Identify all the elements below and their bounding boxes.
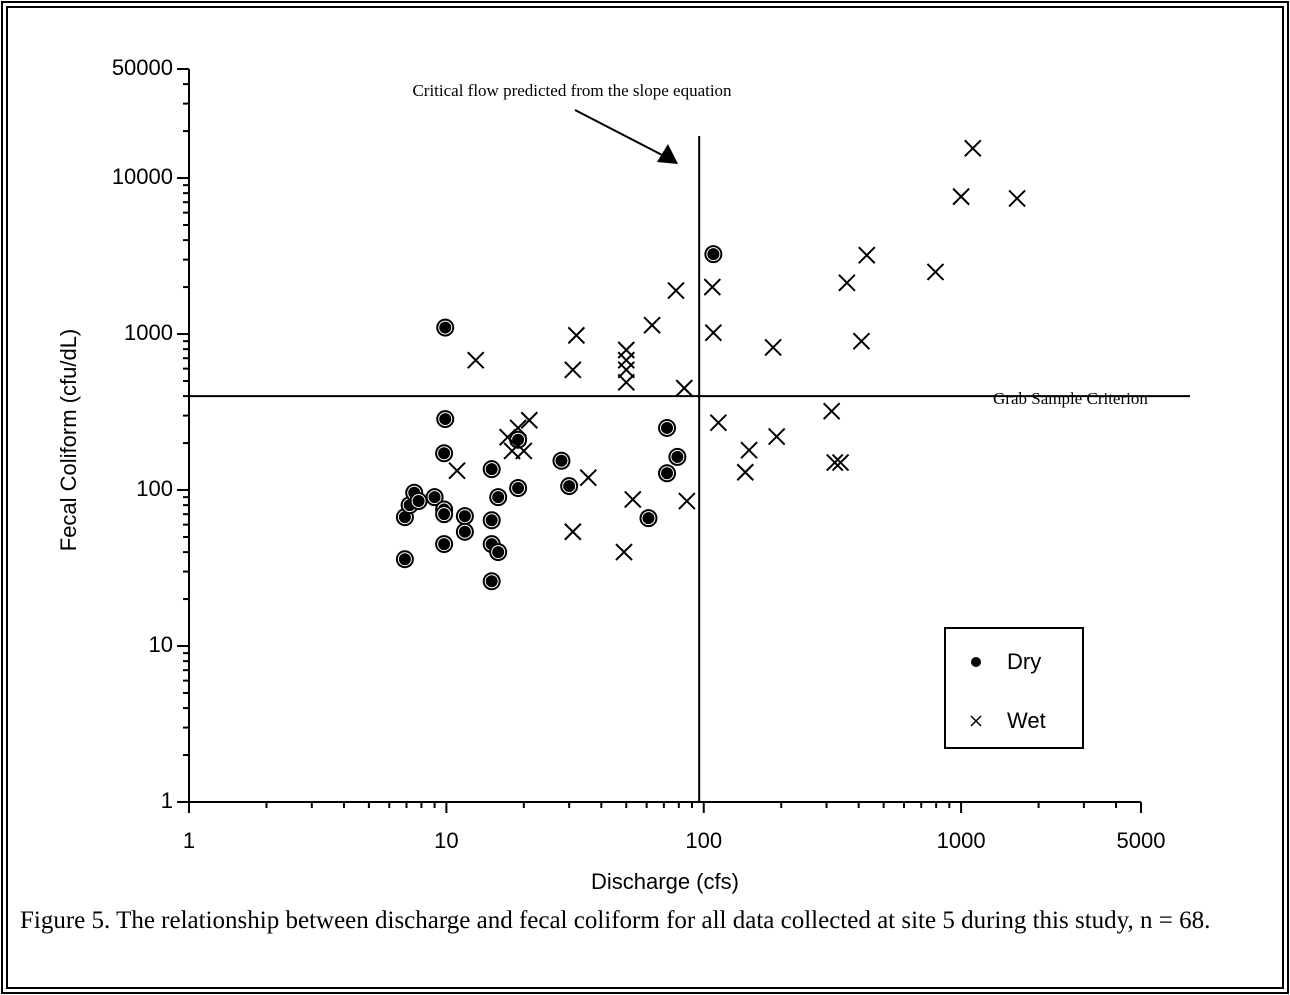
marker-highlight xyxy=(706,247,721,262)
y-tick-label: 50000 xyxy=(112,55,173,80)
y-tick-label: 100 xyxy=(136,476,173,501)
point xyxy=(466,351,485,369)
point xyxy=(952,187,970,206)
arrow-head xyxy=(657,144,678,164)
point xyxy=(448,461,466,480)
point xyxy=(838,274,856,292)
marker-highlight xyxy=(484,574,499,589)
legend-marker xyxy=(971,657,981,667)
point xyxy=(643,316,661,334)
point xyxy=(709,414,728,432)
point xyxy=(617,373,635,392)
marker-highlight xyxy=(437,537,452,552)
caption: Figure 5. The relationship between disch… xyxy=(20,907,1211,934)
point xyxy=(509,419,527,437)
point xyxy=(678,492,696,510)
point xyxy=(822,402,841,420)
y-tick-label: 10000 xyxy=(112,164,173,189)
x-tick-label: 1000 xyxy=(937,828,986,853)
point xyxy=(617,361,635,379)
marker-highlight xyxy=(484,462,499,477)
point xyxy=(704,323,723,342)
point xyxy=(858,246,876,264)
y-tick-label: 10 xyxy=(149,632,173,657)
point xyxy=(617,351,635,369)
marker-highlight xyxy=(437,446,452,461)
marker-highlight xyxy=(670,449,685,464)
point xyxy=(520,411,539,429)
arrow-shaft xyxy=(574,109,667,158)
x-tick-label: 100 xyxy=(685,828,722,853)
marker-highlight xyxy=(491,545,506,560)
marker-highlight xyxy=(438,412,453,427)
point xyxy=(826,453,844,472)
point xyxy=(564,523,582,541)
marker-highlight xyxy=(641,511,656,526)
point xyxy=(703,278,722,296)
marker-highlight xyxy=(397,552,412,567)
point xyxy=(852,332,871,350)
point xyxy=(567,326,586,345)
marker-highlight xyxy=(438,320,453,335)
marker-highlight xyxy=(660,420,675,435)
point xyxy=(515,442,533,460)
point xyxy=(736,463,754,481)
marker-highlight xyxy=(427,490,442,505)
x-axis-label: Discharge (cfs) xyxy=(591,869,739,894)
point xyxy=(1008,189,1026,208)
point xyxy=(667,281,685,300)
marker-highlight xyxy=(457,509,472,524)
critical-flow-label: Critical flow predicted from the slope e… xyxy=(412,81,732,100)
point xyxy=(675,379,693,397)
marker-highlight xyxy=(511,481,526,496)
legend-label: Dry xyxy=(1007,649,1041,674)
series-wet xyxy=(448,139,1026,561)
marker-highlight xyxy=(562,479,577,494)
point xyxy=(926,263,945,281)
marker-highlight xyxy=(457,524,472,539)
criterion-label: Grab Sample Criterion xyxy=(993,389,1148,408)
point xyxy=(624,490,642,509)
marker-highlight xyxy=(411,494,426,509)
marker-highlight xyxy=(491,490,506,505)
y-tick-label: 1 xyxy=(161,788,173,813)
point xyxy=(615,543,633,561)
legend-label: Wet xyxy=(1007,708,1046,733)
point xyxy=(964,139,982,158)
point xyxy=(767,427,786,446)
marker-highlight xyxy=(437,507,452,522)
legend-box xyxy=(944,627,1084,749)
inner-border xyxy=(6,6,1284,989)
x-tick-label: 1 xyxy=(183,828,195,853)
legend-marker xyxy=(970,715,982,727)
point xyxy=(831,453,850,472)
series-dry xyxy=(395,245,723,591)
x-tick-label: 10 xyxy=(434,828,458,853)
marker-highlight xyxy=(554,453,569,468)
x-tick-label: 5000 xyxy=(1117,828,1166,853)
marker-highlight xyxy=(484,513,499,528)
point xyxy=(564,361,582,379)
point xyxy=(764,338,782,357)
y-tick-label: 1000 xyxy=(124,320,173,345)
point xyxy=(740,441,758,459)
marker-highlight xyxy=(660,466,675,481)
y-axis-label: Fecal Coliform (cfu/dL) xyxy=(56,329,81,552)
point xyxy=(579,468,598,487)
